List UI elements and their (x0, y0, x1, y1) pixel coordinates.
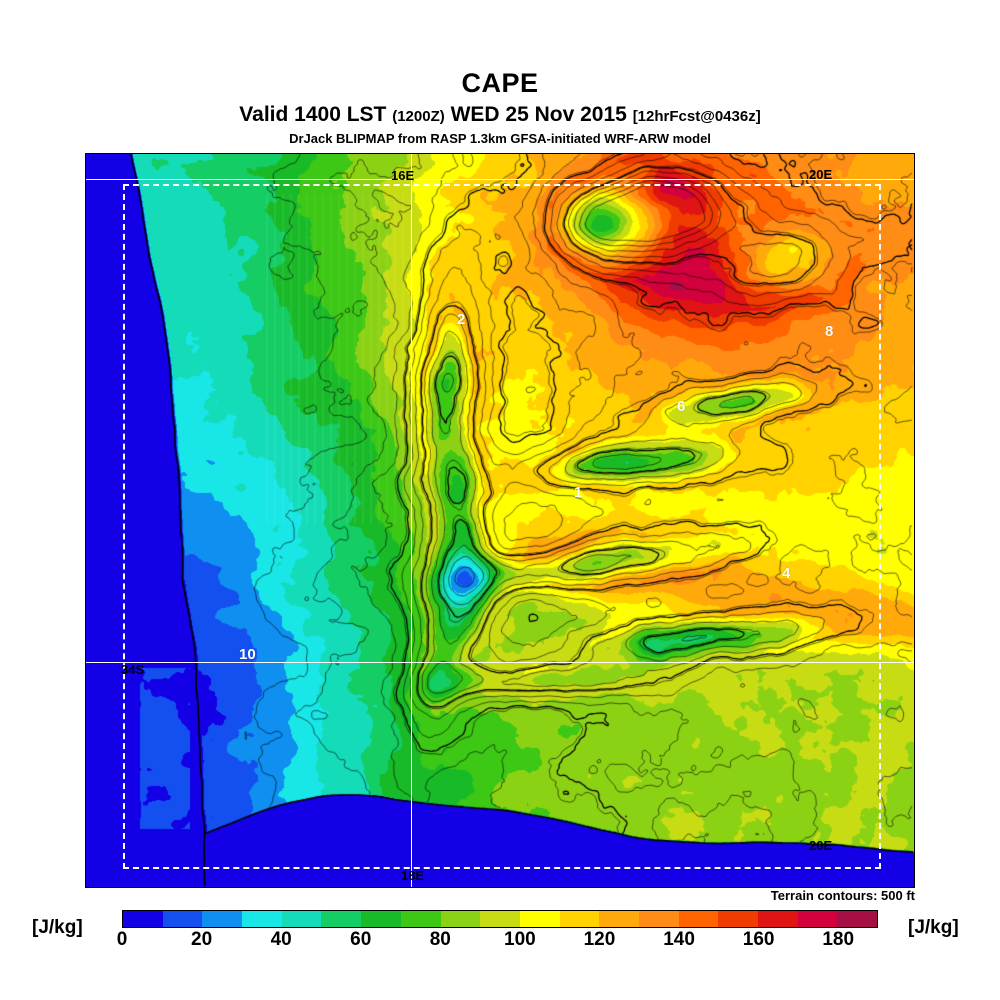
colorbar-swatch (559, 911, 600, 927)
colorbar-swatch (440, 911, 481, 927)
waypoint-marker: 1 (574, 484, 583, 501)
waypoint-marker: 6 (677, 398, 686, 415)
colorbar-swatch (281, 911, 322, 927)
colorbar-tick-labels: 0 20 40 60 80 100 120 140 160 180 (117, 929, 878, 954)
colorbar-unit-left: [J/kg] (32, 917, 83, 938)
colorbar-swatch (718, 911, 758, 927)
colorbar-tick: 80 (429, 929, 451, 950)
colorbar-swatch (599, 911, 639, 927)
colorbar-swatch (321, 911, 362, 927)
colorbar-swatch (678, 911, 719, 927)
colorbar-swatch (797, 911, 838, 927)
longitude-label: 20E (809, 167, 833, 182)
terrain-contour-note: Terrain contours: 500 ft (770, 888, 915, 903)
valid-time-utc: (1200Z) (392, 108, 445, 125)
colorbar-swatch (758, 911, 798, 927)
colorbar-swatch (361, 911, 401, 927)
colorbar-swatch (123, 911, 163, 927)
valid-time-prefix: Valid 1400 LST (239, 103, 387, 126)
colorbar-swatch (202, 911, 243, 927)
colorbar-swatch (837, 911, 878, 927)
title-block: CAPE Valid 1400 LST (1200Z) WED 25 Nov 2… (0, 0, 1000, 146)
cape-field-canvas (86, 154, 914, 887)
colorbar-tick: 40 (270, 929, 292, 950)
colorbar-tick: 180 (822, 929, 855, 950)
waypoint-marker: 2 (457, 311, 466, 328)
colorbar-tick: 120 (583, 929, 616, 950)
colorbar-tick: 160 (742, 929, 775, 950)
longitude-label: 18E (401, 868, 425, 883)
colorbar-tick: 60 (350, 929, 372, 950)
colorbar[interactable] (122, 910, 878, 928)
colorbar-swatch (400, 911, 441, 927)
waypoint-marker: 10 (239, 646, 256, 663)
valid-date: WED 25 Nov 2015 (450, 103, 627, 126)
colorbar-swatch (480, 911, 520, 927)
waypoint-marker: 4 (782, 565, 791, 582)
waypoint-marker: 8 (825, 323, 834, 340)
longitude-label: 20E (809, 838, 833, 853)
forecast-tag: [12hrFcst@0436z] (632, 108, 761, 125)
colorbar-swatch (162, 911, 203, 927)
colorbar-tick: 140 (663, 929, 695, 950)
latitude-label: 34S (121, 662, 145, 677)
longitude-label: 16E (391, 168, 415, 183)
colorbar-tick: 0 (116, 929, 128, 950)
model-source-line: DrJack BLIPMAP from RASP 1.3km GFSA-init… (289, 131, 711, 146)
colorbar-tick: 20 (191, 929, 213, 950)
colorbar-swatch (638, 911, 679, 927)
colorbar-unit-right: [J/kg] (908, 917, 959, 938)
valid-time-line: Valid 1400 LST (1200Z) WED 25 Nov 2015 [… (0, 104, 1000, 125)
page-title: CAPE (461, 68, 539, 98)
colorbar-swatch (242, 911, 282, 927)
colorbar-row: [J/kg] 0 20 40 60 80 100 120 140 160 180 [J/kg] (0, 906, 1000, 956)
colorbar-swatch (519, 911, 560, 927)
colorbar-tick: 100 (504, 929, 536, 950)
